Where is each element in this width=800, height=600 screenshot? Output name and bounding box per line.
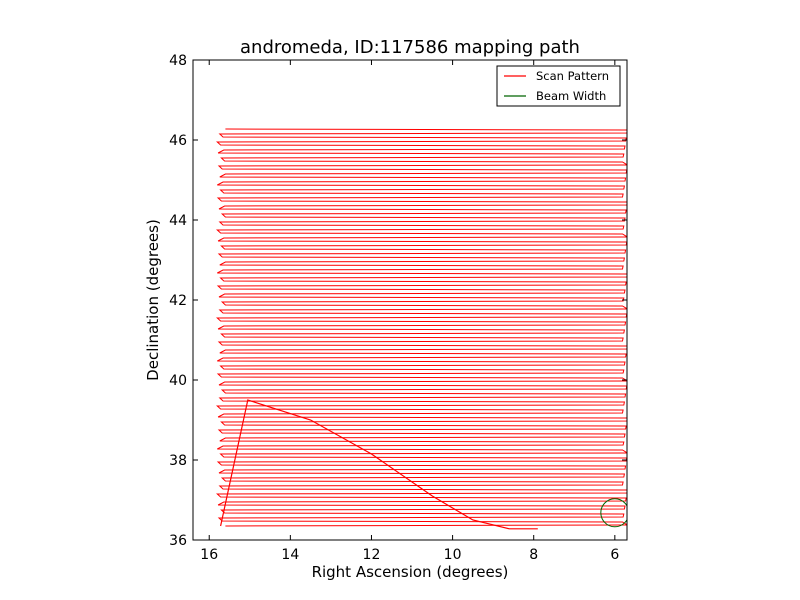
legend: Scan Pattern Beam Width bbox=[496, 65, 621, 107]
x-axis: 16 14 12 10 8 6 bbox=[200, 60, 619, 563]
legend-label-beam-width: Beam Width bbox=[536, 89, 606, 103]
x-axis-label: Right Ascension (degrees) bbox=[312, 563, 509, 581]
x-tick-label: 10 bbox=[444, 547, 462, 563]
y-axis-label: Declination (degrees) bbox=[144, 219, 162, 381]
y-tick-label: 38 bbox=[169, 453, 187, 469]
y-tick-label: 36 bbox=[169, 533, 187, 549]
y-tick-label: 42 bbox=[169, 293, 187, 309]
x-tick-label: 6 bbox=[610, 547, 619, 563]
y-tick-label: 44 bbox=[169, 213, 187, 229]
y-tick-label: 48 bbox=[169, 53, 187, 69]
legend-box bbox=[496, 65, 621, 107]
chart-title: andromeda, ID:117586 mapping path bbox=[240, 37, 580, 58]
y-tick-label: 46 bbox=[169, 133, 187, 149]
x-tick-label: 12 bbox=[363, 547, 381, 563]
x-tick-label: 14 bbox=[281, 547, 299, 563]
beam-width-circle bbox=[600, 498, 627, 528]
legend-label-scan-pattern: Scan Pattern bbox=[536, 69, 609, 83]
x-tick-label: 16 bbox=[200, 547, 218, 563]
y-tick-label: 40 bbox=[169, 373, 187, 389]
scan-pattern-slew-line bbox=[220, 399, 538, 530]
x-tick-label: 8 bbox=[529, 547, 538, 563]
y-axis: 36 38 40 42 44 46 48 bbox=[169, 53, 627, 549]
